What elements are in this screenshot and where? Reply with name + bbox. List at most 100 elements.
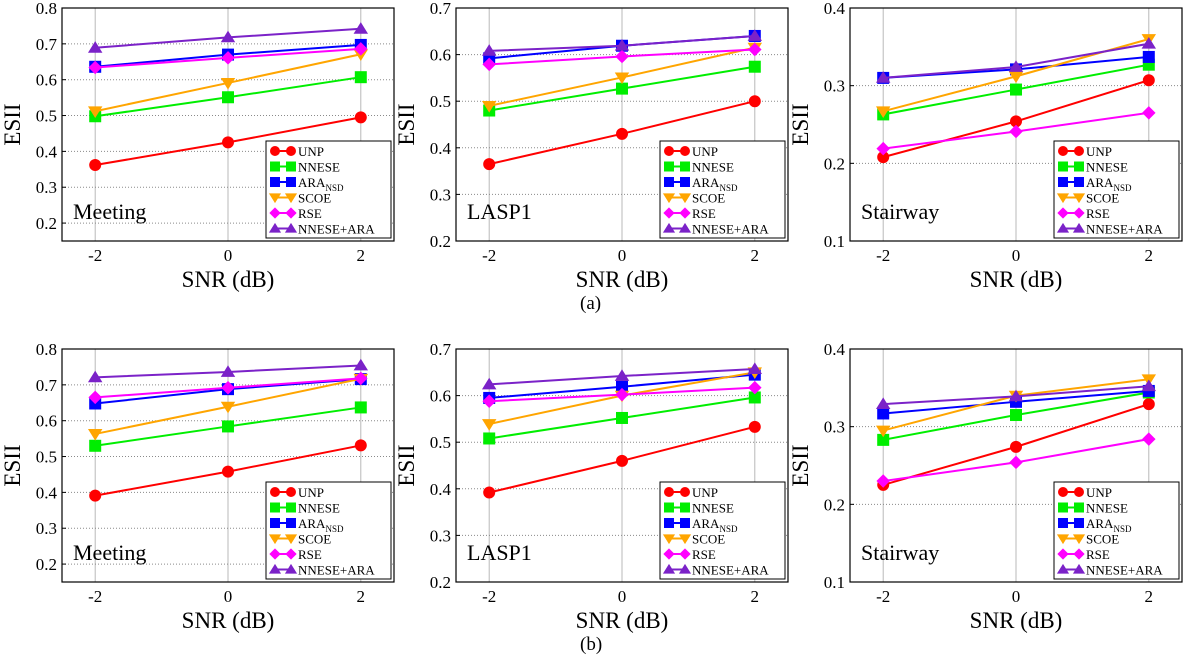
data-point: [220, 365, 236, 377]
legend-marker: [680, 518, 690, 528]
y-tick-label: 0.5: [36, 448, 57, 467]
y-tick-label: 0.2: [36, 214, 57, 233]
legend-marker: [679, 207, 691, 219]
data-point: [876, 141, 890, 156]
data-point: [747, 29, 763, 41]
y-axis-label: ESII: [394, 103, 419, 145]
chart-b-1: -2 0 2 0.2 0.3 0.4 0.5 0.6 0.7 0.8 ESII SNR (dB) UNP…: [0, 340, 395, 633]
legend-marker: [286, 487, 296, 497]
data-point: [616, 454, 628, 467]
legend-marker: [270, 518, 280, 528]
data-point: [1010, 409, 1022, 422]
y-tick-label: 0.2: [430, 573, 451, 592]
x-tick-label: -2: [482, 246, 496, 265]
legend-label: RSE: [298, 206, 322, 221]
legend-label: RSE: [298, 547, 322, 562]
legend-marker: [1056, 193, 1070, 204]
data-point: [1010, 440, 1022, 453]
data-point: [875, 397, 891, 410]
y-tick-label: 0.2: [430, 232, 451, 251]
data-point: [875, 106, 891, 119]
legend-marker: [268, 193, 282, 204]
legend-marker: [1056, 222, 1070, 233]
legend-marker: [678, 534, 692, 545]
x-tick-label: 2: [357, 246, 366, 265]
y-tick-label: 0.5: [430, 92, 451, 111]
legend-marker: [1058, 487, 1068, 497]
legend-box: [1053, 140, 1180, 239]
data-point: [615, 387, 629, 402]
y-axis-label: ESII: [0, 103, 25, 145]
y-tick-label: 0.8: [36, 340, 57, 359]
y-tick-label: 0.4: [824, 0, 846, 18]
legend-label: RSE: [1086, 547, 1110, 562]
y-axis-label: ESII: [788, 444, 813, 486]
plot-frame: [455, 348, 789, 583]
legend-marker: [1058, 161, 1068, 172]
data-point: [481, 44, 497, 56]
legend-marker: [268, 534, 282, 545]
y-tick-label: 0.8: [36, 0, 57, 18]
y-tick-label: 0.3: [824, 418, 845, 437]
y-tick-label: 0.3: [36, 519, 57, 538]
legend-marker: [663, 548, 675, 560]
scene-label: Stairway: [861, 540, 939, 565]
data-point: [483, 432, 496, 445]
legend-marker: [284, 563, 298, 574]
data-point: [1010, 83, 1022, 96]
data-point: [354, 111, 367, 124]
data-point: [1141, 37, 1157, 49]
x-tick-label: 2: [1145, 246, 1154, 265]
y-tick-label: 0.4: [824, 340, 846, 359]
legend-marker: [664, 487, 674, 497]
legend-label: NNESE: [1086, 160, 1128, 175]
legend-marker: [1072, 222, 1086, 233]
y-tick-label: 0.7: [430, 340, 452, 359]
data-point: [222, 465, 234, 478]
data-point: [353, 22, 369, 34]
data-point: [616, 127, 628, 140]
data-point: [89, 439, 102, 452]
y-tick-label: 0.1: [824, 573, 845, 592]
data-point: [222, 420, 234, 433]
data-point: [220, 401, 236, 414]
legend-label: UNP: [298, 485, 324, 500]
legend-marker: [680, 177, 690, 187]
data-point: [87, 41, 103, 53]
data-point: [354, 439, 367, 452]
legend-marker: [1057, 207, 1069, 219]
legend-label: UNP: [298, 144, 324, 159]
data-point: [87, 370, 103, 383]
legend-label: SCOE: [1086, 532, 1119, 547]
y-tick-label: 0.7: [430, 0, 452, 18]
y-tick-label: 0.6: [36, 71, 57, 90]
plot-frame: [61, 7, 395, 242]
legend-marker: [1056, 563, 1070, 574]
legend-label: RSE: [692, 206, 716, 221]
data-point: [875, 71, 891, 83]
data-point: [1142, 50, 1155, 63]
data-point: [1141, 379, 1157, 392]
data-point: [220, 30, 236, 43]
x-tick-label: 0: [618, 246, 627, 265]
legend-marker: [270, 502, 280, 513]
legend-marker: [285, 207, 297, 219]
legend-label: NNESE+ARA: [298, 563, 375, 578]
y-tick-label: 0.2: [824, 154, 845, 173]
legend-label: NNESE: [298, 160, 340, 175]
x-tick-label: 0: [1012, 587, 1021, 606]
data-point: [483, 158, 496, 171]
data-point: [1008, 60, 1024, 72]
legend-marker: [664, 177, 674, 187]
data-point: [1008, 389, 1024, 402]
y-tick-label: 0.3: [824, 77, 845, 96]
data-point: [614, 39, 630, 51]
data-point: [748, 60, 761, 73]
y-axis-label: ESII: [394, 444, 419, 486]
legend-marker: [270, 487, 280, 497]
plot-frame: [849, 348, 1183, 583]
legend-marker: [1073, 548, 1085, 560]
data-point: [481, 377, 497, 390]
